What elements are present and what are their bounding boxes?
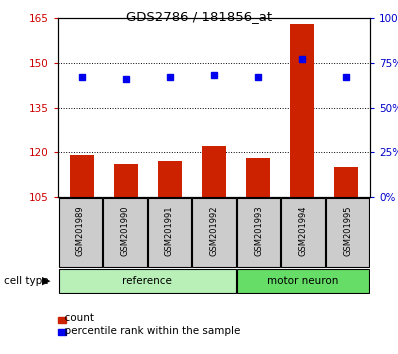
Bar xyxy=(237,198,280,267)
Bar xyxy=(237,269,369,293)
Text: ▶: ▶ xyxy=(41,276,50,286)
Text: GSM201989: GSM201989 xyxy=(76,206,85,256)
Bar xyxy=(326,198,369,267)
Bar xyxy=(59,269,236,293)
Bar xyxy=(103,198,146,267)
Bar xyxy=(246,158,270,197)
Text: reference: reference xyxy=(122,276,172,286)
Bar xyxy=(290,24,314,197)
Bar xyxy=(281,198,325,267)
Bar xyxy=(192,198,236,267)
Bar xyxy=(158,161,182,197)
Text: GSM201992: GSM201992 xyxy=(209,206,219,256)
Bar xyxy=(114,164,138,197)
Text: GSM201991: GSM201991 xyxy=(165,206,174,256)
Text: GSM201990: GSM201990 xyxy=(120,206,129,256)
Text: cell type: cell type xyxy=(4,276,49,286)
Bar xyxy=(148,198,191,267)
Bar xyxy=(70,155,94,197)
Text: GSM201994: GSM201994 xyxy=(298,206,308,256)
Text: motor neuron: motor neuron xyxy=(267,276,339,286)
Text: count: count xyxy=(58,313,94,323)
Text: percentile rank within the sample: percentile rank within the sample xyxy=(58,326,240,336)
Bar xyxy=(334,167,358,197)
Text: GSM201995: GSM201995 xyxy=(343,206,352,256)
Bar xyxy=(59,198,102,267)
Text: GDS2786 / 181856_at: GDS2786 / 181856_at xyxy=(126,10,272,23)
Bar xyxy=(202,146,226,197)
Text: GSM201993: GSM201993 xyxy=(254,206,263,256)
